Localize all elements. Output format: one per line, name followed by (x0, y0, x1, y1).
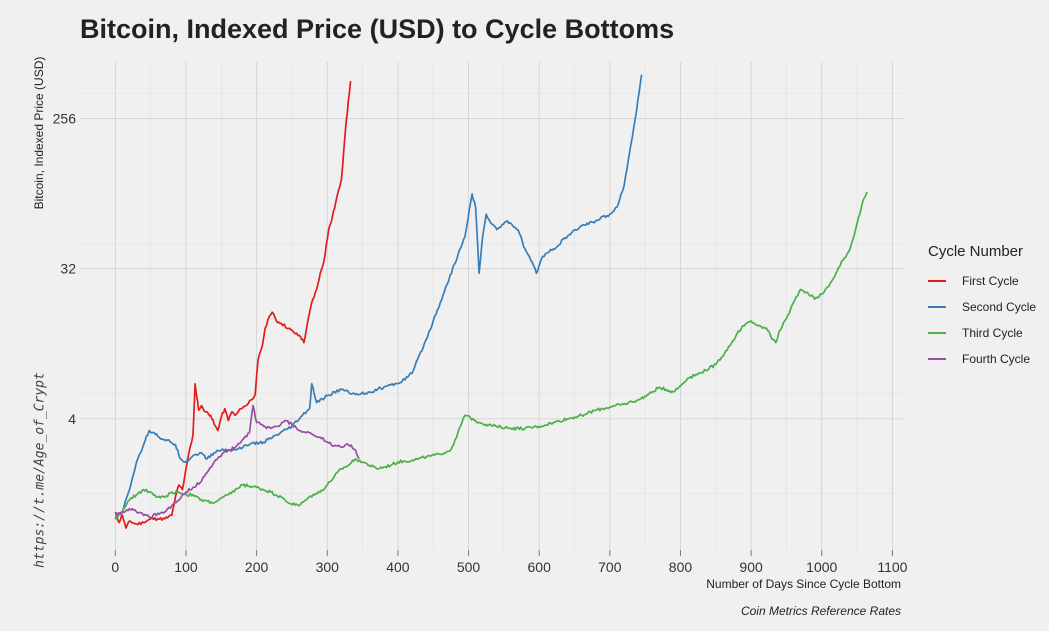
x-tick-label: 400 (386, 559, 410, 575)
legend-item: Third Cycle (928, 320, 1036, 346)
x-tick-label: 100 (174, 559, 198, 575)
x-tick-label: 900 (739, 559, 763, 575)
x-tick-label: 600 (528, 559, 552, 575)
legend-swatch (928, 306, 946, 308)
x-tick-label: 500 (457, 559, 481, 575)
series-lines (114, 74, 869, 529)
legend-swatch (928, 332, 946, 334)
x-tick-label: 0 (111, 559, 119, 575)
legend-label: Fourth Cycle (962, 352, 1031, 366)
legend-item: Fourth Cycle (928, 346, 1036, 372)
x-axis-label: Number of Days Since Cycle Bottom (706, 577, 901, 591)
y-tick-label: 32 (60, 261, 76, 277)
x-tick-label: 200 (245, 559, 269, 575)
legend-label: Second Cycle (962, 300, 1037, 314)
series-line-second-cycle (114, 74, 643, 520)
legend: Cycle Number First Cycle Second Cycle Thir… (928, 243, 1036, 372)
source-caption: Coin Metrics Reference Rates (740, 604, 901, 618)
legend-item: First Cycle (928, 268, 1036, 294)
chart-title: Bitcoin, Indexed Price (USD) to Cycle Bo… (80, 14, 675, 44)
legend-item: Second Cycle (928, 294, 1036, 320)
series-line-fourth-cycle (115, 404, 360, 519)
x-tick-label: 1000 (806, 559, 837, 575)
legend-swatch (928, 280, 946, 282)
axis-ticks: 0 100 200 300 400 500 600 700 800 900 1000 1100 4 32 2… (53, 111, 908, 575)
legend-swatch (928, 358, 946, 360)
series-line-third-cycle (115, 191, 869, 520)
legend-label: Third Cycle (962, 326, 1023, 340)
series-line-first-cycle (114, 81, 352, 529)
x-tick-label: 700 (598, 559, 622, 575)
legend-items: First Cycle Second Cycle Third Cycle Fourth… (928, 268, 1036, 372)
legend-label: First Cycle (962, 274, 1019, 288)
y-tick-label: 256 (53, 111, 77, 127)
x-tick-label: 800 (669, 559, 693, 575)
legend-title: Cycle Number (928, 243, 1024, 260)
x-tick-label: 1100 (877, 559, 907, 575)
x-tick-label: 300 (316, 559, 340, 575)
grid-minor (80, 62, 903, 550)
y-tick-label: 4 (68, 411, 76, 427)
